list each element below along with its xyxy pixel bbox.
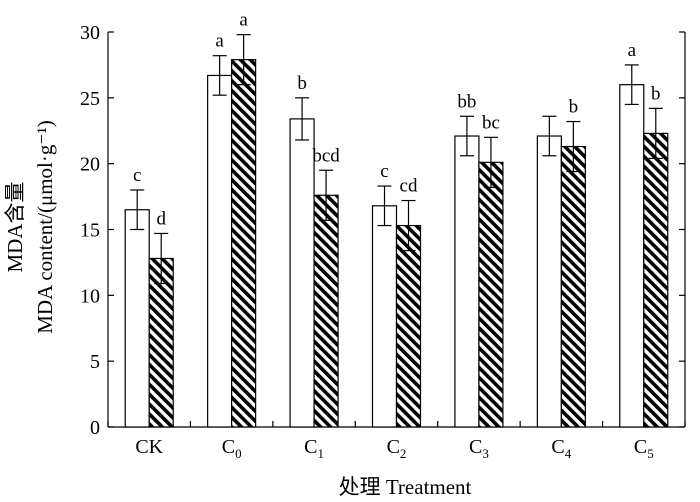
significance-label: b <box>569 97 579 118</box>
bar <box>289 118 315 428</box>
y-tick-label: 0 <box>90 417 100 439</box>
x-tick-label: CK <box>135 436 163 458</box>
bar <box>560 145 586 428</box>
bar <box>619 84 645 428</box>
y-tick-label: 5 <box>90 351 100 373</box>
significance-label: c <box>133 165 141 186</box>
bar <box>207 74 233 428</box>
y-tick-label: 25 <box>80 88 100 110</box>
x-tick-label: C1 <box>304 436 324 461</box>
bar <box>454 135 480 428</box>
x-tick-label: C3 <box>469 436 489 461</box>
bar <box>231 59 257 428</box>
y-axis-title-chinese: MDA含量 <box>3 181 27 272</box>
significance-label: bcd <box>312 145 340 166</box>
bar <box>536 135 562 428</box>
significance-label: a <box>239 10 248 31</box>
significance-label: d <box>156 208 166 229</box>
x-axis-title: 处理 Treatment <box>339 475 472 499</box>
y-tick-label: 10 <box>80 285 100 307</box>
y-axis-title-english: MDA content/(μmol·g⁻¹) <box>33 120 57 334</box>
y-tick-label: 15 <box>80 220 100 242</box>
significance-label: cd <box>400 176 418 197</box>
y-tick-label: 30 <box>80 22 100 44</box>
significance-label: b <box>297 73 307 94</box>
significance-label: bb <box>457 91 476 112</box>
significance-label: a <box>215 31 224 52</box>
significance-label: a <box>628 40 637 61</box>
bar <box>371 205 398 428</box>
y-tick-label: 20 <box>80 154 100 176</box>
significance-label: bc <box>482 112 500 133</box>
bars-group <box>124 34 669 428</box>
bar <box>395 224 422 428</box>
x-tick-label: C4 <box>551 436 571 461</box>
bar <box>313 194 339 428</box>
bar <box>124 209 150 428</box>
bar <box>478 161 504 428</box>
x-tick-label: C5 <box>634 436 654 461</box>
x-tick-label: C0 <box>222 436 242 461</box>
significance-label: c <box>380 161 388 182</box>
axes-group: 0 5 10 15 20 25 30 CK C0 C1 C2 C3 C4 C5 <box>80 22 686 461</box>
bar <box>643 132 669 428</box>
x-tick-label: C2 <box>387 436 407 461</box>
significance-label: b <box>651 83 661 104</box>
